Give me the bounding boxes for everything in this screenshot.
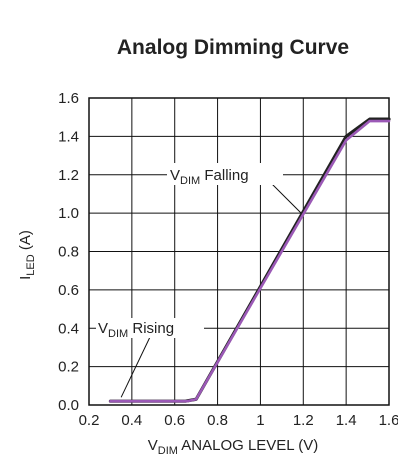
x-tick-labels: 0.2 0.4 0.6 0.8 1 1.2 1.4 1.6 [79,412,398,429]
falling-leader-line [271,183,302,214]
y-tick-label: 0.2 [58,359,79,376]
y-tick-label: 0.0 [58,397,79,414]
y-tick-label: 1.0 [58,205,79,222]
series-line-rising [109,119,391,403]
x-tick-label: 0.8 [207,412,228,429]
x-tick-label: 1.2 [293,412,314,429]
rising-leader-line [120,336,151,398]
x-tick-label: 1.4 [336,412,357,429]
x-tick-label: 0.4 [121,412,142,429]
x-axis-label: VDIM ANALOG LEVEL (V) [148,437,319,457]
x-tick-label: 1 [256,412,264,429]
chart-title: Analog Dimming Curve [117,36,349,59]
annotation-rising: VDIM Rising [98,320,174,340]
y-tick-label: 0.4 [58,320,79,337]
x-tick-label: 0.2 [79,412,100,429]
x-tick-label: 1.6 [379,412,398,429]
grid [89,98,389,405]
y-tick-label: 0.6 [58,282,79,299]
y-tick-label: 0.8 [58,244,79,261]
series-lines [108,117,391,403]
y-axis-label: ILED (A) [17,230,37,280]
plot-frame [88,97,390,406]
y-tick-label: 1.2 [58,167,79,184]
falling-label-bg [167,163,283,185]
y-tick-label: 1.6 [58,90,79,107]
series-line-falling [108,117,391,403]
annotation-falling: VDIM Falling [170,167,249,187]
rising-label-bg [96,318,204,338]
y-tick-labels: 0.0 0.2 0.4 0.6 0.8 1.0 1.2 1.4 1.6 [58,90,79,414]
x-tick-label: 0.6 [164,412,185,429]
y-tick-label: 1.4 [58,128,79,145]
